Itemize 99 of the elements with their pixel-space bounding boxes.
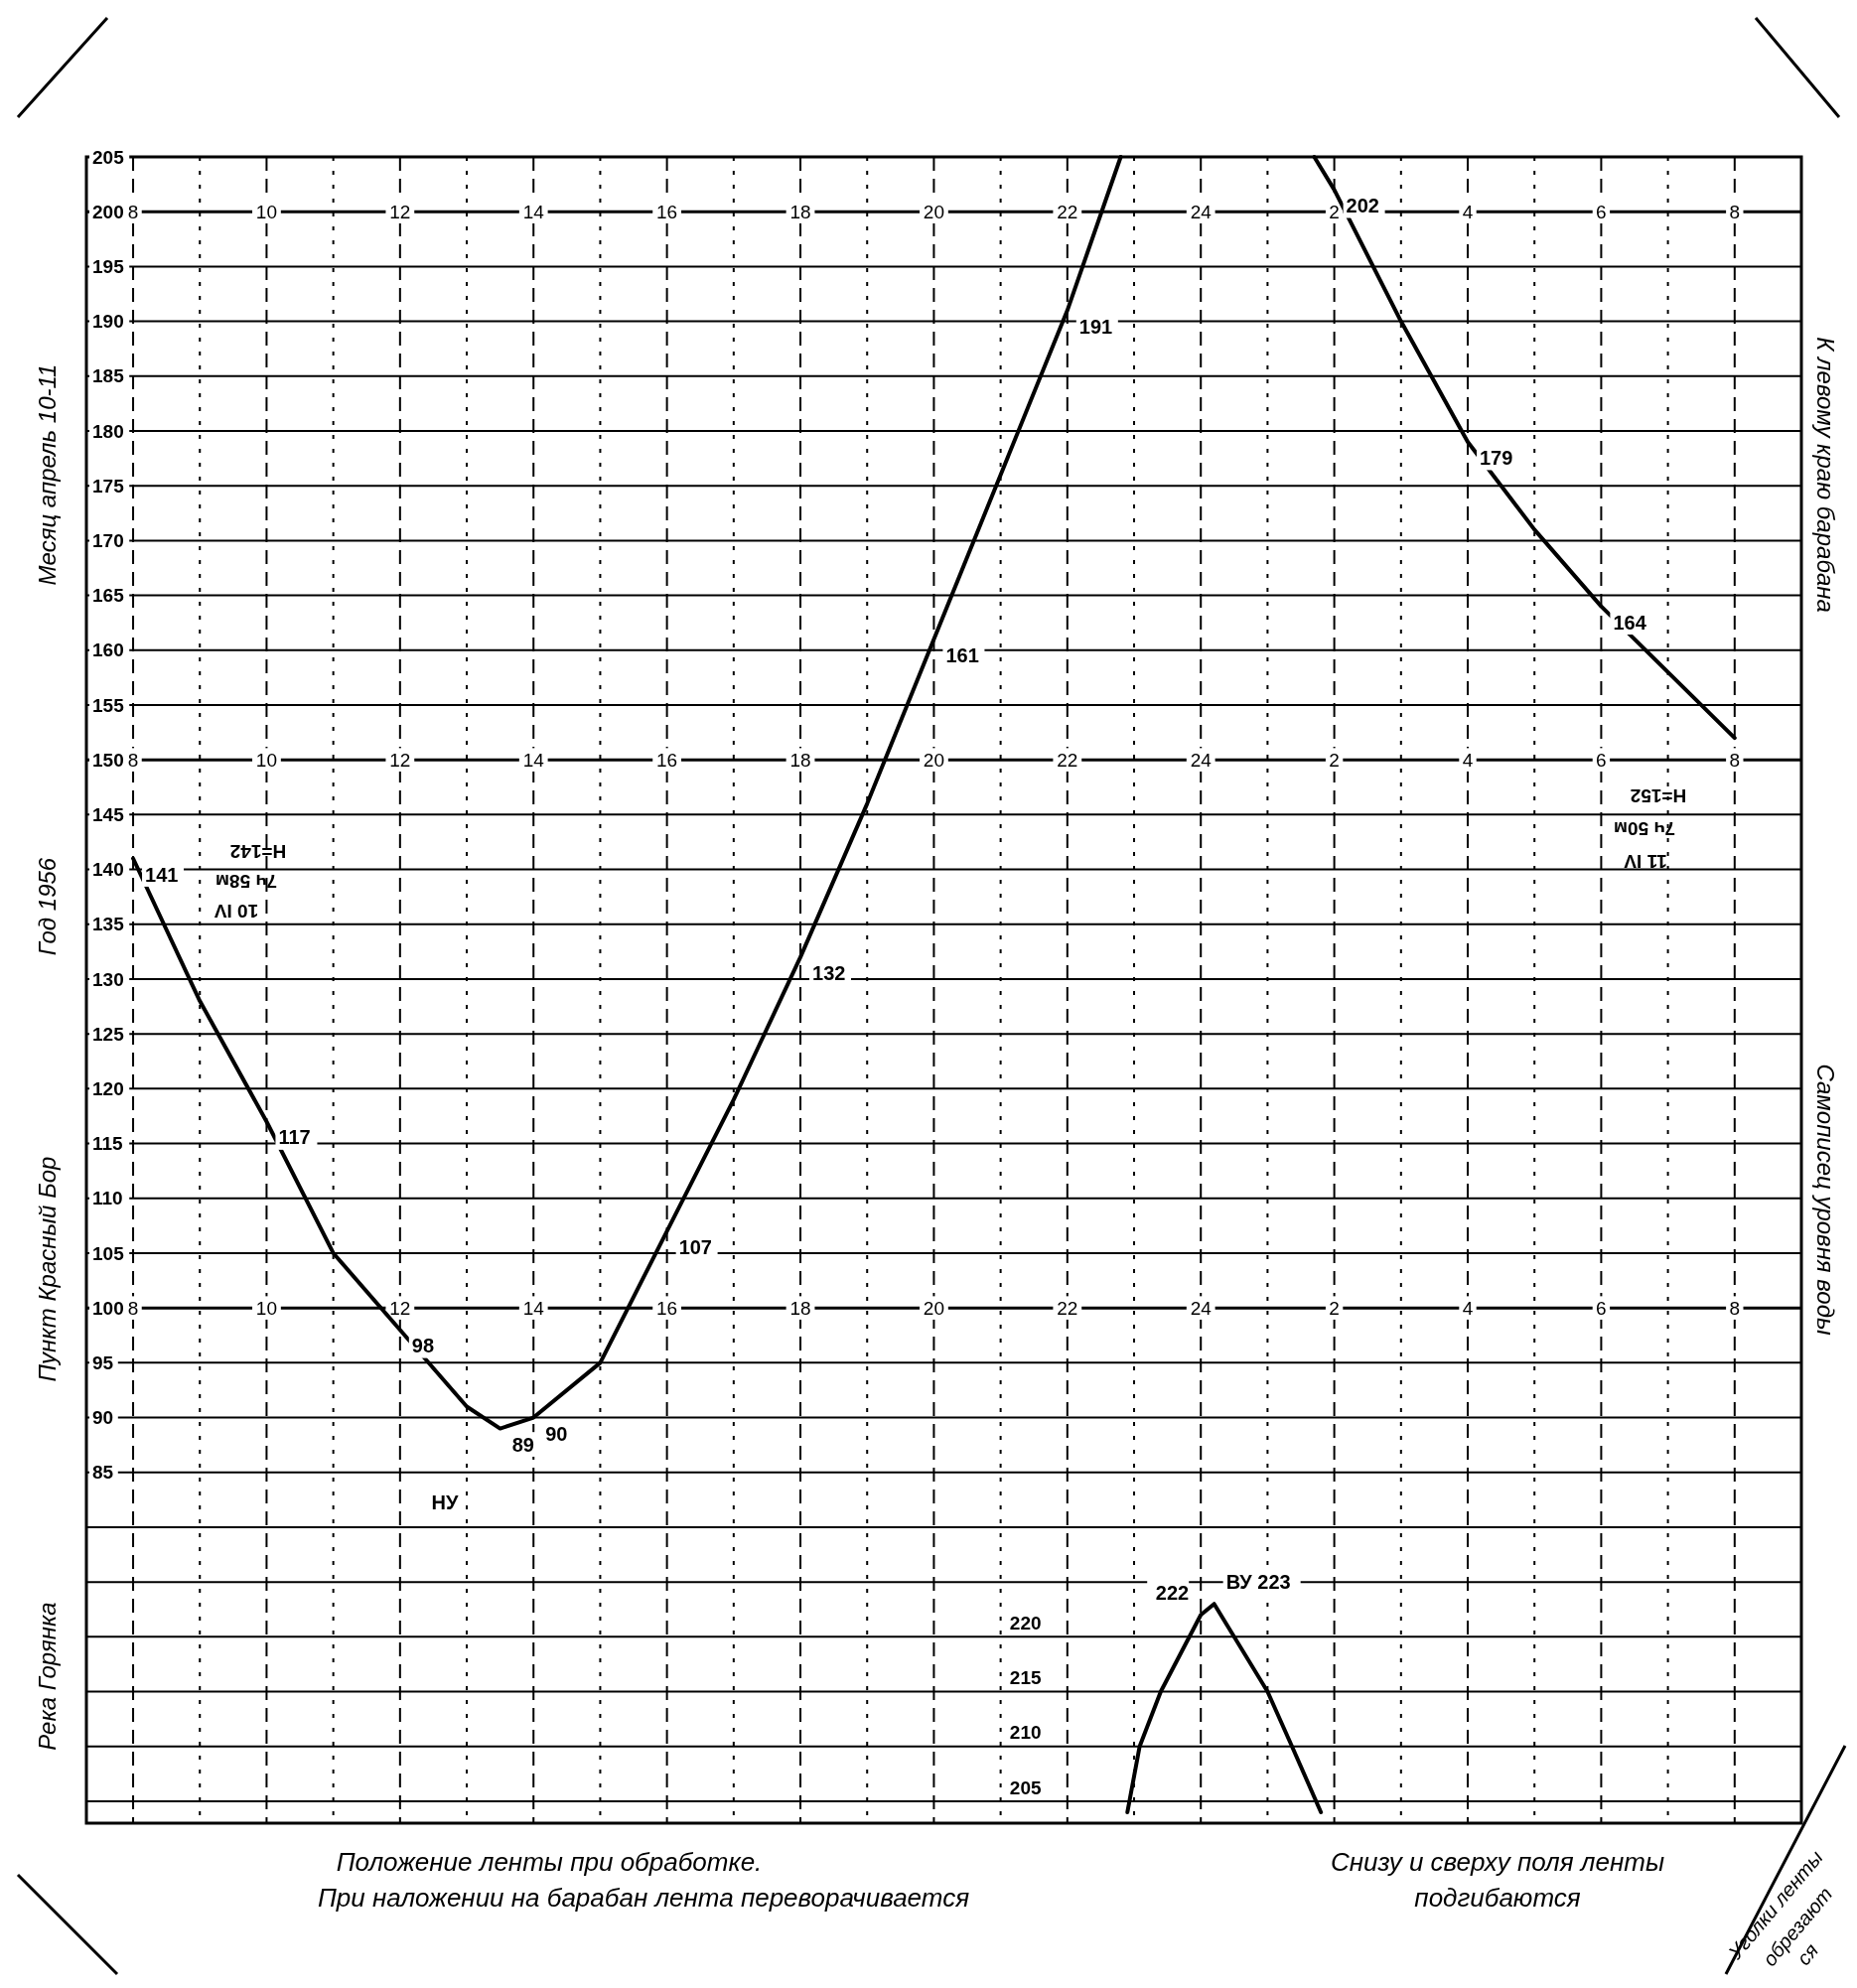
text: Пункт Красный Бор (34, 1156, 62, 1382)
data-label: 98 (411, 1335, 435, 1357)
x2-tick-label: 8 (1729, 1297, 1741, 1319)
data-label: 191 (1078, 315, 1113, 338)
annotation: 18 (789, 749, 811, 771)
y-tick-label: 195 (92, 256, 125, 278)
annotation: 11 IV (1624, 851, 1667, 873)
y2-tick-label: 205 (1009, 1776, 1042, 1798)
annotation: 7ч 50м (1613, 818, 1676, 840)
annotation: 22 (1057, 749, 1078, 771)
x2-tick-label: 6 (1596, 1297, 1607, 1319)
y-tick-label: 130 (92, 968, 124, 990)
y-tick-label: 120 (92, 1078, 124, 1100)
data-label: 141 (145, 863, 179, 886)
x-tick-label: 8 (127, 201, 139, 222)
text: Река Горянка (34, 1602, 62, 1751)
y-tick-label: 165 (92, 585, 125, 607)
annotation: 8 (127, 749, 139, 771)
y-tick-label: 110 (92, 1188, 123, 1209)
y-tick-label: 155 (92, 694, 125, 716)
data-label: 117 (278, 1126, 311, 1149)
y-tick-label: 135 (92, 914, 125, 935)
data-label: 161 (945, 643, 979, 666)
x-tick-label: 8 (1729, 201, 1741, 222)
x-tick-label: 4 (1462, 201, 1474, 222)
text: К левому краю барабана (1811, 337, 1839, 613)
x-tick-label: 12 (389, 201, 411, 222)
y-tick-label: 105 (92, 1242, 125, 1264)
annotation: 6 (1596, 749, 1607, 771)
text: Год 1956 (34, 857, 62, 956)
y-tick-label: 95 (92, 1351, 114, 1373)
text: Снизу и сверху поля ленты (1330, 1847, 1665, 1878)
text: подгибаются (1414, 1883, 1581, 1914)
x-tick-label: 18 (789, 201, 811, 222)
x2-tick-label: 14 (522, 1297, 545, 1319)
x2-tick-label: 24 (1190, 1297, 1213, 1319)
annotation: 10 IV (214, 901, 259, 923)
x-tick-label: 20 (923, 201, 944, 222)
y-tick-label: 115 (92, 1133, 124, 1155)
data-label: 202 (1346, 195, 1379, 217)
x-tick-label: 10 (255, 201, 278, 222)
x2-tick-label: 10 (255, 1297, 278, 1319)
data-label: 179 (1480, 447, 1513, 470)
text: Положение ленты при обработке. (336, 1847, 763, 1878)
y-tick-label: 90 (92, 1407, 114, 1429)
x2-tick-label: 2 (1329, 1297, 1340, 1319)
data-label: 89 (511, 1433, 534, 1456)
x-tick-label: 14 (522, 201, 545, 222)
y-tick-label: 150 (92, 749, 124, 771)
y2-tick-label: 210 (1009, 1722, 1042, 1744)
x2-tick-label: 16 (656, 1297, 678, 1319)
y-tick-label: 85 (92, 1462, 114, 1484)
data-label: 164 (1613, 611, 1647, 634)
annotation: 16 (656, 749, 678, 771)
x2-tick-label: 12 (389, 1297, 411, 1319)
x2-tick-label: 20 (923, 1297, 944, 1319)
y-tick-label: 170 (92, 530, 124, 552)
y2-tick-label: 220 (1009, 1612, 1042, 1633)
text: Самописец уровня воды (1811, 1064, 1839, 1336)
text: Месяц апрель 10-11 (34, 363, 62, 586)
y-tick-label: 145 (92, 804, 125, 826)
y-tick-label: 125 (92, 1023, 125, 1045)
data-label: 107 (678, 1235, 712, 1258)
data-label: 90 (545, 1422, 568, 1445)
annotation: H=152 (1630, 785, 1687, 807)
x2-tick-label: 22 (1057, 1297, 1078, 1319)
x-tick-label: 6 (1596, 201, 1607, 222)
y-tick-label: 205 (92, 146, 125, 168)
annotation: 24 (1190, 749, 1213, 771)
annotation: H=142 (229, 841, 287, 863)
annotation: 4 (1462, 749, 1474, 771)
y-tick-label: 190 (92, 311, 124, 333)
x2-tick-label: 8 (127, 1297, 139, 1319)
x-tick-label: 16 (656, 201, 678, 222)
text: При наложении на барабан лента переворачивается (317, 1883, 970, 1914)
x2-tick-label: 4 (1462, 1297, 1474, 1319)
annotation: 12 (389, 749, 411, 771)
y-tick-label: 160 (92, 639, 124, 661)
x-tick-label: 22 (1057, 201, 1078, 222)
y-tick-label: 140 (92, 859, 124, 881)
annotation: 14 (522, 749, 545, 771)
y-tick-label: 180 (92, 420, 124, 442)
annotation: 20 (923, 749, 944, 771)
x2-tick-label: 18 (789, 1297, 811, 1319)
annotation: 8 (1729, 749, 1741, 771)
annotation: 7ч 58м (214, 871, 278, 893)
y-tick-label: 100 (92, 1297, 124, 1319)
annotation: 10 (255, 749, 278, 771)
y-tick-label: 175 (92, 475, 125, 497)
x-tick-label: 24 (1190, 201, 1213, 222)
y2-tick-label: 215 (1009, 1667, 1042, 1689)
y-tick-label: 200 (92, 201, 124, 222)
data-label: ВУ 223 (1225, 1571, 1291, 1594)
annotation: НУ (431, 1491, 459, 1513)
x-tick-label: 2 (1329, 201, 1340, 222)
y-tick-label: 185 (92, 365, 125, 387)
data-label: 132 (812, 961, 846, 984)
annotation: 2 (1329, 749, 1340, 771)
data-label: 222 (1155, 1582, 1190, 1605)
